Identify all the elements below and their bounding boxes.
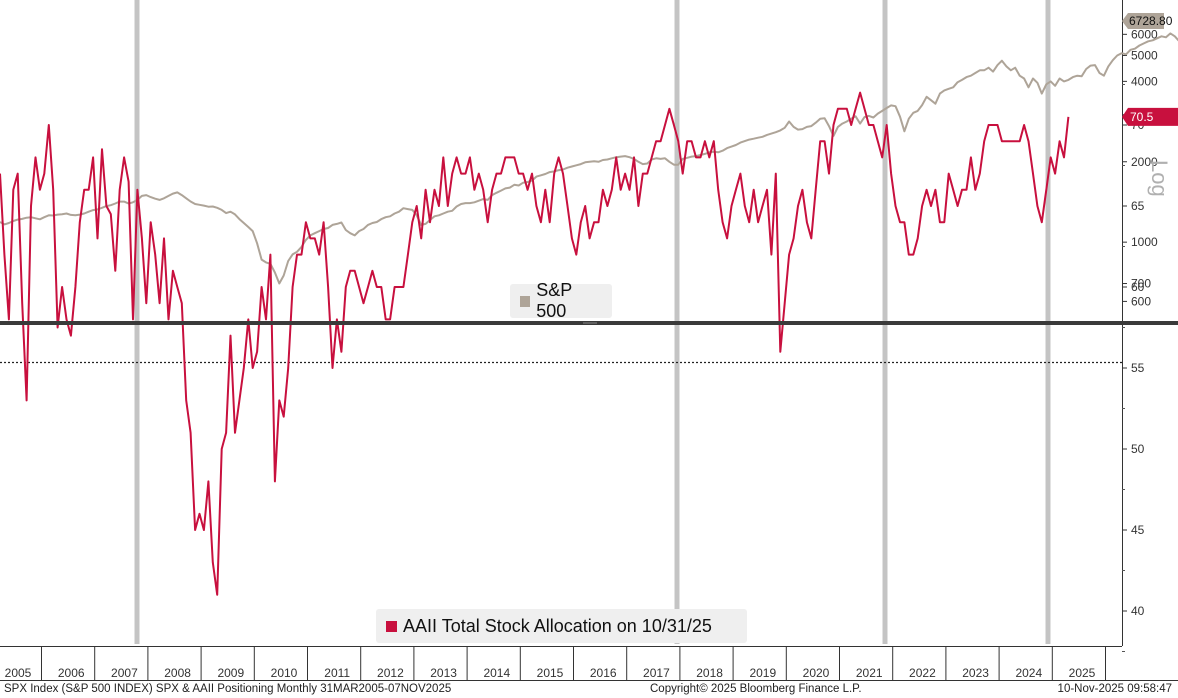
x-tick-label: 2012: [377, 666, 404, 680]
aaii-tick-label: 40: [1131, 604, 1145, 618]
aaii-tick-label: 60: [1131, 280, 1145, 294]
x-tick-label: 2014: [483, 666, 510, 680]
x-tick-label: 2015: [537, 666, 564, 680]
spx-last-value-badge: [1122, 13, 1164, 30]
x-tick-label: 2013: [430, 666, 457, 680]
spx-tick-label: 600: [1131, 294, 1151, 308]
spx-tick-label: 6000: [1131, 27, 1158, 41]
x-tick-label: 2017: [643, 666, 670, 680]
aaii-last-value: 70.5: [1130, 110, 1154, 124]
x-tick-label: 2022: [909, 666, 936, 680]
aaii-tick-label: 45: [1131, 523, 1145, 537]
spx-tick-label: 4000: [1131, 74, 1158, 88]
x-tick-label: 2007: [111, 666, 138, 680]
aaii-y-axis: 40455055606570: [1122, 84, 1145, 652]
x-tick-label: 2020: [803, 666, 830, 680]
aaii-legend-label: AAII Total Stock Allocation on 10/31/25: [403, 615, 712, 636]
spx-y-axis: 600700100020003000400050006000: [1122, 0, 1158, 321]
spx-tick-label: 1000: [1131, 235, 1158, 249]
spx-line: [0, 32, 1178, 285]
aaii-tick-label: 65: [1131, 199, 1145, 213]
x-tick-label: 2005: [5, 666, 32, 680]
spx-legend-label: S&P 500: [536, 280, 572, 321]
aaii-legend: AAII Total Stock Allocation on 10/31/25: [376, 609, 747, 643]
x-tick-label: 2011: [324, 666, 350, 680]
x-axis: 2005 2006 2007 2008 2009 2010 2011 2012 2013 2014…: [0, 646, 1178, 681]
x-tick-label: 2024: [1015, 666, 1042, 680]
x-tick-label: 2008: [164, 666, 191, 680]
aaii-legend-swatch: [386, 620, 397, 632]
spx-legend-swatch: [520, 295, 531, 307]
x-tick-label: 2019: [749, 666, 776, 680]
footer-timestamp: 10-Nov-2025 09:58:47: [1057, 683, 1172, 695]
aaii-tick-label: 55: [1131, 361, 1145, 375]
log-scale-label: Log: [1147, 160, 1172, 197]
spx-series: 6728.80: [0, 13, 1178, 285]
x-tick-label: 2006: [58, 666, 85, 680]
aaii-tick-label: 50: [1131, 442, 1145, 456]
x-tick-label: 2009: [217, 666, 244, 680]
x-tick-label: 2018: [696, 666, 723, 680]
spx-tick-label: 2000: [1131, 155, 1158, 169]
x-tick-label: 2010: [271, 666, 298, 680]
spx-tick-label: 5000: [1131, 48, 1158, 62]
footer-copyright: Copyright© 2025 Bloomberg Finance L.P.: [650, 683, 862, 695]
spx-last-value: 6728.80: [1129, 14, 1173, 28]
aaii-series: 70.5: [0, 91, 1178, 596]
x-tick-label: 2021: [856, 666, 883, 680]
spx-legend: S&P 500: [510, 280, 612, 321]
footer-source: SPX Index (S&P 500 INDEX) SPX & AAII Pos…: [4, 683, 452, 695]
x-tick-label: 2016: [590, 666, 617, 680]
x-tick-label: 2023: [962, 666, 989, 680]
aaii-line: [0, 91, 1070, 596]
spx-tick-label: 700: [1131, 277, 1151, 291]
aaii-last-value-badge: [1122, 107, 1178, 126]
x-tick-label: 2025: [1069, 666, 1096, 680]
